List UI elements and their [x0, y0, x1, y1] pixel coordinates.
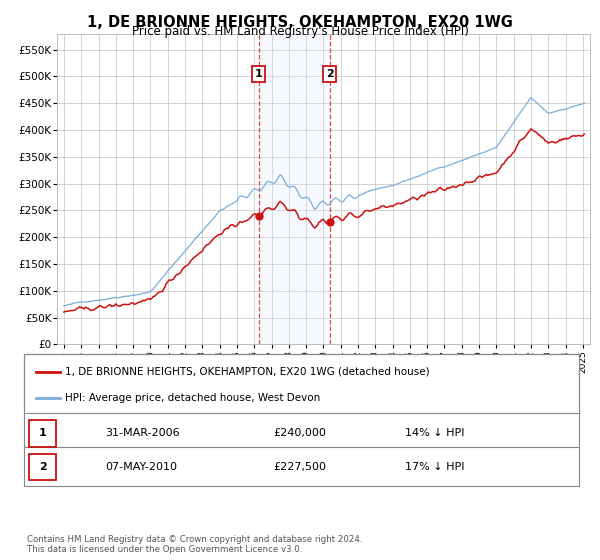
Text: 07-MAY-2010: 07-MAY-2010 — [105, 462, 177, 472]
Text: £227,500: £227,500 — [273, 462, 326, 472]
Text: 31-MAR-2006: 31-MAR-2006 — [105, 428, 179, 438]
Text: Price paid vs. HM Land Registry's House Price Index (HPI): Price paid vs. HM Land Registry's House … — [131, 25, 469, 38]
Bar — [259, 34, 330, 344]
Text: Contains HM Land Registry data © Crown copyright and database right 2024.
This d: Contains HM Land Registry data © Crown c… — [27, 535, 362, 554]
Text: 1, DE BRIONNE HEIGHTS, OKEHAMPTON, EX20 1WG (detached house): 1, DE BRIONNE HEIGHTS, OKEHAMPTON, EX20 … — [65, 367, 430, 377]
Text: 1: 1 — [254, 69, 262, 79]
Text: 14% ↓ HPI: 14% ↓ HPI — [405, 428, 464, 438]
Text: 1, DE BRIONNE HEIGHTS, OKEHAMPTON, EX20 1WG: 1, DE BRIONNE HEIGHTS, OKEHAMPTON, EX20 … — [87, 15, 513, 30]
Text: HPI: Average price, detached house, West Devon: HPI: Average price, detached house, West… — [65, 393, 320, 403]
Text: 17% ↓ HPI: 17% ↓ HPI — [405, 462, 464, 472]
Text: 1: 1 — [39, 428, 46, 438]
Text: £240,000: £240,000 — [273, 428, 326, 438]
Text: 2: 2 — [326, 69, 334, 79]
Text: 2: 2 — [39, 462, 46, 472]
